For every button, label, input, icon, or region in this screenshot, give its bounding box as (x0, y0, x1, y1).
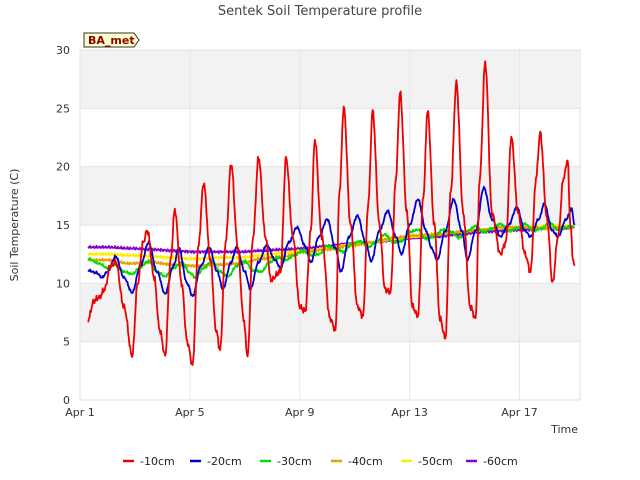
site-tag-box (83, 32, 140, 48)
x-tick-label: Apr 5 (175, 406, 205, 419)
y-axis-ticks: 0 5 10 15 20 25 30 (56, 44, 70, 407)
legend-label: -50cm (418, 455, 453, 468)
legend-label: -40cm (348, 455, 383, 468)
legend-label: -60cm (483, 455, 518, 468)
grid-band (80, 283, 580, 342)
x-axis-ticks: Apr 1 Apr 5 Apr 9 Apr 13 Apr 17 (65, 406, 538, 419)
x-tick-label: Apr 1 (65, 406, 95, 419)
series-line-minus-60cm (87, 225, 575, 255)
gridlines (79, 49, 580, 401)
grid-band (80, 50, 580, 109)
grid-band (80, 166, 580, 225)
site-tag: BA_met (83, 32, 140, 48)
series-line-minus-10cm (87, 60, 576, 366)
y-axis-label: Soil Temperature (C) (8, 169, 21, 282)
legend-label: -10cm (140, 455, 175, 468)
y-tick-label: 20 (56, 161, 70, 174)
x-tick-label: Apr 17 (501, 406, 538, 419)
y-tick-label: 5 (63, 336, 70, 349)
x-axis-label: Time (550, 423, 578, 436)
legend-label: -30cm (277, 455, 312, 468)
x-tick-label: Apr 9 (285, 406, 315, 419)
y-tick-label: 30 (56, 44, 70, 57)
y-tick-label: 15 (56, 219, 70, 232)
legend: -10cm -20cm -30cm -40cm -50cm -60cm (123, 455, 518, 468)
legend-label: -20cm (207, 455, 242, 468)
y-tick-label: 0 (63, 394, 70, 407)
chart-title: Sentek Soil Temperature profile (218, 4, 422, 19)
x-tick-label: Apr 13 (391, 406, 428, 419)
site-tag-label: BA_met (88, 34, 135, 47)
y-tick-label: 10 (56, 277, 70, 290)
series-lines (87, 60, 576, 366)
y-tick-label: 25 (56, 102, 70, 115)
